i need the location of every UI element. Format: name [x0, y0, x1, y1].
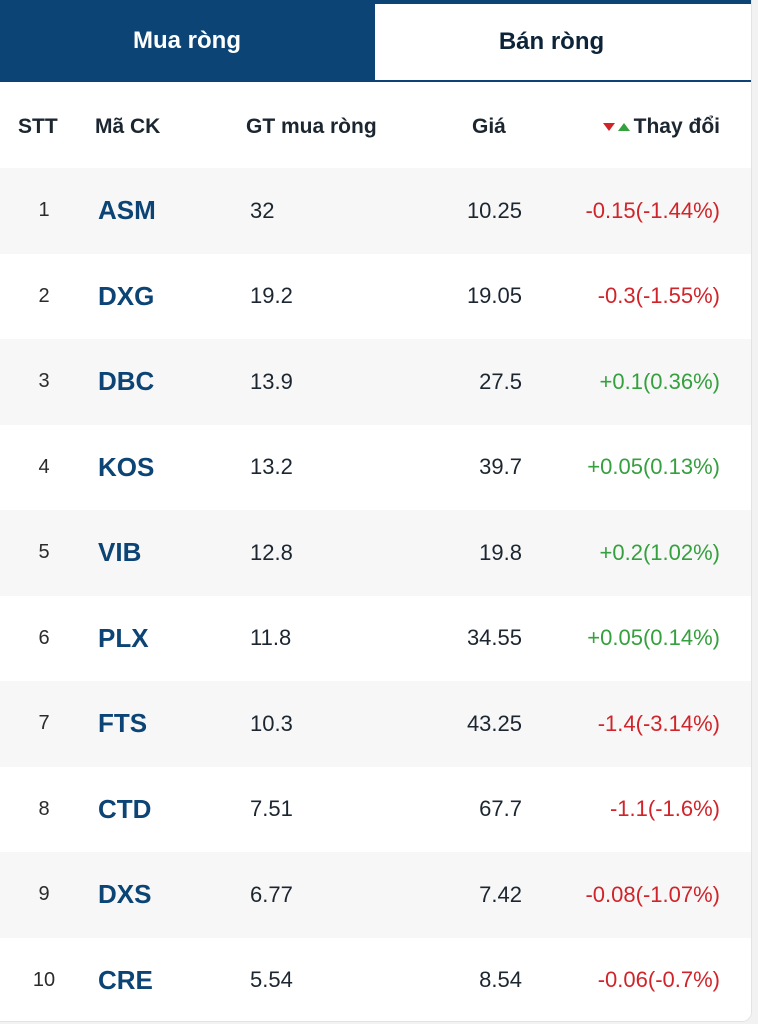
row-net-buy-value: 5.54: [250, 967, 293, 993]
tab-bar: Mua ròng Bán ròng: [0, 0, 751, 82]
header-stt: STT: [18, 115, 58, 138]
row-change: -0.3(-1.55%): [597, 283, 720, 309]
header-change[interactable]: Thay đổi: [602, 86, 720, 168]
row-change: -1.4(-3.14%): [597, 710, 720, 736]
row-price: 43.25: [466, 710, 522, 736]
row-stt: 7: [38, 712, 50, 735]
row-stt: 8: [38, 797, 50, 820]
stock-code-link[interactable]: FTS: [98, 708, 148, 739]
row-stt: 2: [38, 284, 50, 307]
table-row[interactable]: 7 FTS 10.3 43.25 -1.4(-3.14%): [0, 681, 751, 767]
stock-code-link[interactable]: DXG: [98, 280, 155, 311]
row-net-buy-value: 13.9: [250, 368, 293, 394]
row-net-buy-value: 13.2: [250, 454, 293, 480]
row-net-buy-value: 10.3: [250, 710, 293, 736]
row-price: 39.7: [479, 454, 522, 480]
table-row[interactable]: 2 DXG 19.2 19.05 -0.3(-1.55%): [0, 253, 751, 339]
row-change: +0.05(0.13%): [587, 454, 720, 480]
row-stt: 3: [38, 370, 50, 393]
row-change: +0.05(0.14%): [587, 625, 720, 651]
table-row[interactable]: 4 KOS 13.2 39.7 +0.05(0.13%): [0, 424, 751, 510]
row-net-buy-value: 7.51: [250, 796, 293, 822]
table-header: STT Mã CK GT mua ròng Giá Thay đổi: [0, 86, 751, 168]
header-code: Mã CK: [95, 115, 161, 138]
row-price: 7.42: [479, 881, 522, 907]
row-price: 19.8: [479, 539, 522, 565]
table-row[interactable]: 5 VIB 12.8 19.8 +0.2(1.02%): [0, 510, 751, 596]
stock-code-link[interactable]: DXS: [98, 879, 152, 910]
row-net-buy-value: 19.2: [250, 283, 293, 309]
triangle-down-icon: [602, 123, 615, 131]
stock-code-link[interactable]: DBC: [98, 366, 155, 397]
stock-code-link[interactable]: CTD: [98, 793, 152, 824]
table-row[interactable]: 10 CRE 5.54 8.54 -0.06(-0.7%): [0, 937, 751, 1021]
row-change: -1.1(-1.6%): [609, 796, 720, 822]
tab-net-buy[interactable]: Mua ròng: [133, 27, 241, 54]
row-net-buy-value: 12.8: [250, 539, 293, 565]
row-change: +0.1(0.36%): [599, 368, 720, 394]
stock-code-link[interactable]: PLX: [98, 622, 149, 653]
stock-code-link[interactable]: VIB: [98, 537, 142, 568]
row-net-buy-value: 6.77: [250, 881, 293, 907]
row-change: -0.08(-1.07%): [585, 881, 720, 907]
row-stt: 6: [38, 626, 50, 649]
tab-net-sell-label: Bán ròng: [498, 28, 605, 55]
row-price: 67.7: [479, 796, 522, 822]
table-row[interactable]: 9 DXS 6.77 7.42 -0.08(-1.07%): [0, 852, 751, 938]
row-change: +0.2(1.02%): [599, 539, 720, 565]
row-net-buy-value: 11.8: [250, 625, 292, 651]
table-row[interactable]: 3 DBC 13.9 27.5 +0.1(0.36%): [0, 339, 751, 425]
row-price: 34.55: [466, 625, 522, 651]
triangle-up-icon: [617, 123, 630, 131]
row-stt: 9: [38, 883, 50, 906]
row-net-buy-value: 32: [250, 197, 275, 223]
row-change: -0.06(-0.7%): [597, 967, 720, 993]
row-stt: 5: [38, 541, 50, 564]
header-price: Giá: [472, 115, 506, 138]
row-stt: 10: [32, 968, 56, 991]
tab-net-sell[interactable]: Bán ròng: [375, 4, 751, 80]
stock-code-link[interactable]: ASM: [98, 195, 156, 226]
header-net-buy-value: GT mua ròng: [246, 115, 377, 138]
row-price: 19.05: [466, 283, 522, 309]
row-price: 8.54: [479, 967, 522, 993]
row-stt: 1: [38, 199, 50, 222]
table-row[interactable]: 6 PLX 11.8 34.55 +0.05(0.14%): [0, 595, 751, 681]
stock-code-link[interactable]: KOS: [98, 451, 155, 482]
row-stt: 4: [38, 455, 50, 478]
table-row[interactable]: 1 ASM 32 10.25 -0.15(-1.44%): [0, 168, 751, 254]
row-price: 10.25: [466, 197, 522, 223]
stock-code-link[interactable]: CRE: [98, 964, 153, 995]
row-price: 27.5: [479, 368, 522, 394]
row-change: -0.15(-1.44%): [585, 197, 720, 223]
header-change-label: Thay đổi: [633, 115, 720, 138]
table-row[interactable]: 8 CTD 7.51 67.7 -1.1(-1.6%): [0, 766, 751, 852]
